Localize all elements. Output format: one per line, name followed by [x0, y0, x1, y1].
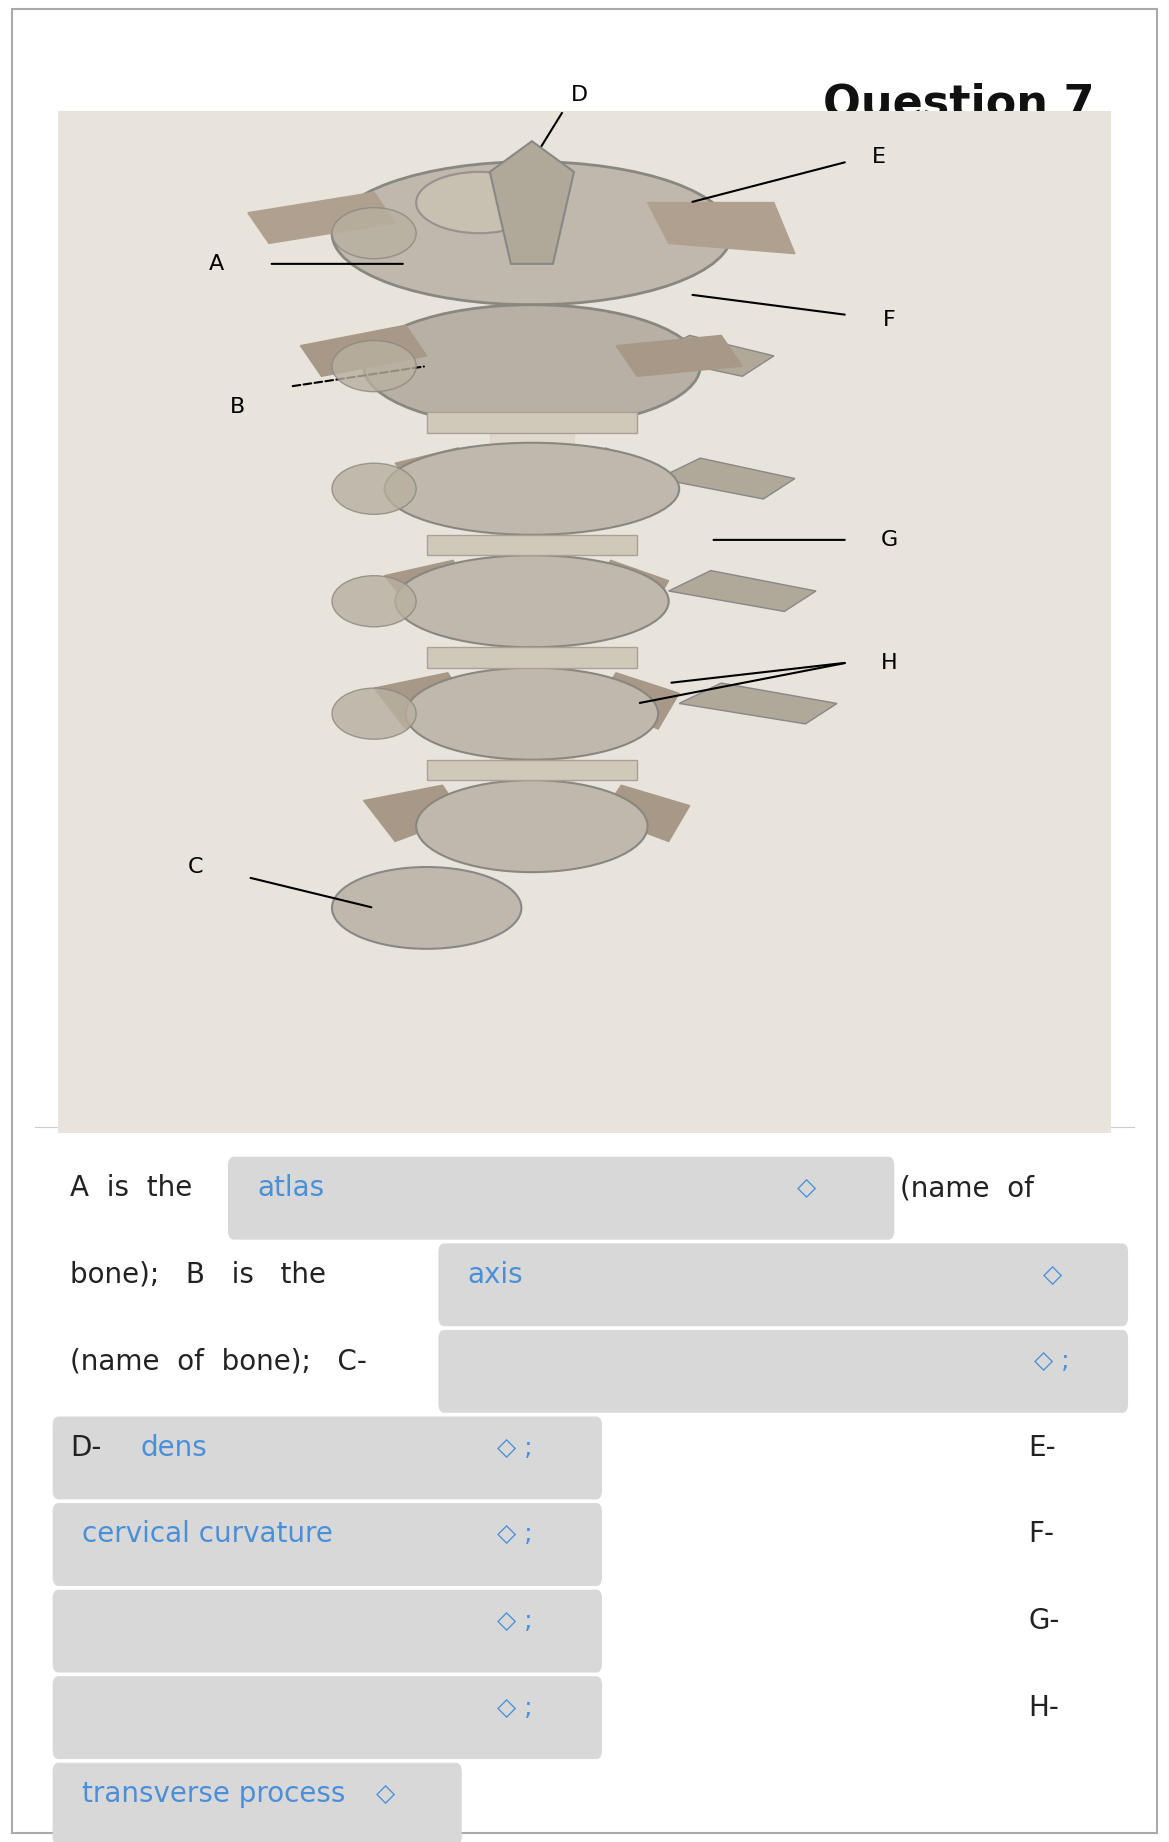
- Text: D: D: [570, 85, 588, 105]
- Polygon shape: [601, 785, 690, 842]
- Text: A  is  the: A is the: [70, 1173, 193, 1203]
- Text: Question 7: Question 7: [823, 83, 1094, 125]
- Ellipse shape: [332, 208, 416, 258]
- Ellipse shape: [406, 667, 658, 759]
- Polygon shape: [300, 326, 427, 376]
- Ellipse shape: [332, 689, 416, 739]
- Polygon shape: [374, 672, 469, 729]
- FancyBboxPatch shape: [438, 1243, 1128, 1326]
- Ellipse shape: [416, 171, 542, 234]
- FancyBboxPatch shape: [53, 1676, 602, 1759]
- Ellipse shape: [332, 868, 521, 949]
- Polygon shape: [616, 335, 742, 376]
- Bar: [427, 413, 637, 433]
- Bar: [427, 534, 637, 554]
- Polygon shape: [679, 683, 837, 724]
- Bar: [427, 759, 637, 781]
- Text: A: A: [208, 254, 224, 274]
- Polygon shape: [590, 560, 669, 617]
- Polygon shape: [669, 571, 816, 612]
- Text: transverse process: transverse process: [82, 1779, 345, 1809]
- Text: bone);   B   is   the: bone); B is the: [70, 1260, 326, 1289]
- Polygon shape: [395, 448, 479, 505]
- FancyBboxPatch shape: [438, 1330, 1128, 1413]
- Text: H-: H-: [1029, 1693, 1059, 1722]
- Polygon shape: [385, 560, 475, 617]
- Text: ◇: ◇: [797, 1175, 816, 1201]
- Text: G: G: [881, 530, 898, 551]
- Text: (name  of: (name of: [900, 1173, 1035, 1203]
- Ellipse shape: [395, 554, 669, 647]
- Text: F: F: [884, 309, 895, 330]
- Ellipse shape: [364, 304, 700, 427]
- Text: ◇ ;: ◇ ;: [1035, 1348, 1070, 1374]
- Polygon shape: [490, 142, 574, 263]
- Ellipse shape: [332, 577, 416, 626]
- Polygon shape: [648, 335, 774, 376]
- Text: axis: axis: [468, 1260, 524, 1289]
- Polygon shape: [584, 448, 658, 505]
- Bar: [427, 647, 637, 667]
- FancyBboxPatch shape: [53, 1416, 602, 1499]
- Polygon shape: [648, 203, 795, 254]
- Text: atlas: atlas: [257, 1173, 324, 1203]
- Polygon shape: [364, 785, 464, 842]
- Text: C: C: [187, 857, 203, 877]
- Polygon shape: [248, 192, 395, 243]
- Text: D-: D-: [70, 1433, 102, 1463]
- Text: (name  of  bone);   C-: (name of bone); C-: [70, 1347, 367, 1376]
- Text: ◇: ◇: [1043, 1262, 1061, 1288]
- FancyBboxPatch shape: [228, 1157, 894, 1240]
- Ellipse shape: [416, 781, 648, 871]
- Text: ◇ ;: ◇ ;: [497, 1521, 532, 1547]
- Ellipse shape: [332, 162, 732, 304]
- FancyBboxPatch shape: [12, 9, 1157, 1833]
- Text: ◇ ;: ◇ ;: [497, 1695, 532, 1720]
- Polygon shape: [595, 672, 679, 729]
- FancyBboxPatch shape: [53, 1503, 602, 1586]
- Text: E: E: [872, 147, 886, 166]
- Text: cervical curvature: cervical curvature: [82, 1520, 333, 1549]
- Polygon shape: [490, 214, 574, 825]
- Text: F-: F-: [1029, 1520, 1054, 1549]
- Text: ◇ ;: ◇ ;: [497, 1435, 532, 1461]
- Text: H: H: [881, 652, 898, 672]
- FancyBboxPatch shape: [53, 1590, 602, 1673]
- Text: ◇ ;: ◇ ;: [497, 1608, 532, 1634]
- Text: G-: G-: [1029, 1606, 1060, 1636]
- Ellipse shape: [385, 442, 679, 534]
- Text: E-: E-: [1029, 1433, 1057, 1463]
- FancyBboxPatch shape: [53, 1763, 462, 1842]
- Text: dens: dens: [140, 1433, 207, 1463]
- Text: B: B: [229, 398, 245, 416]
- Text: ◇: ◇: [376, 1781, 395, 1807]
- Polygon shape: [658, 459, 795, 499]
- Ellipse shape: [332, 341, 416, 392]
- Ellipse shape: [332, 462, 416, 514]
